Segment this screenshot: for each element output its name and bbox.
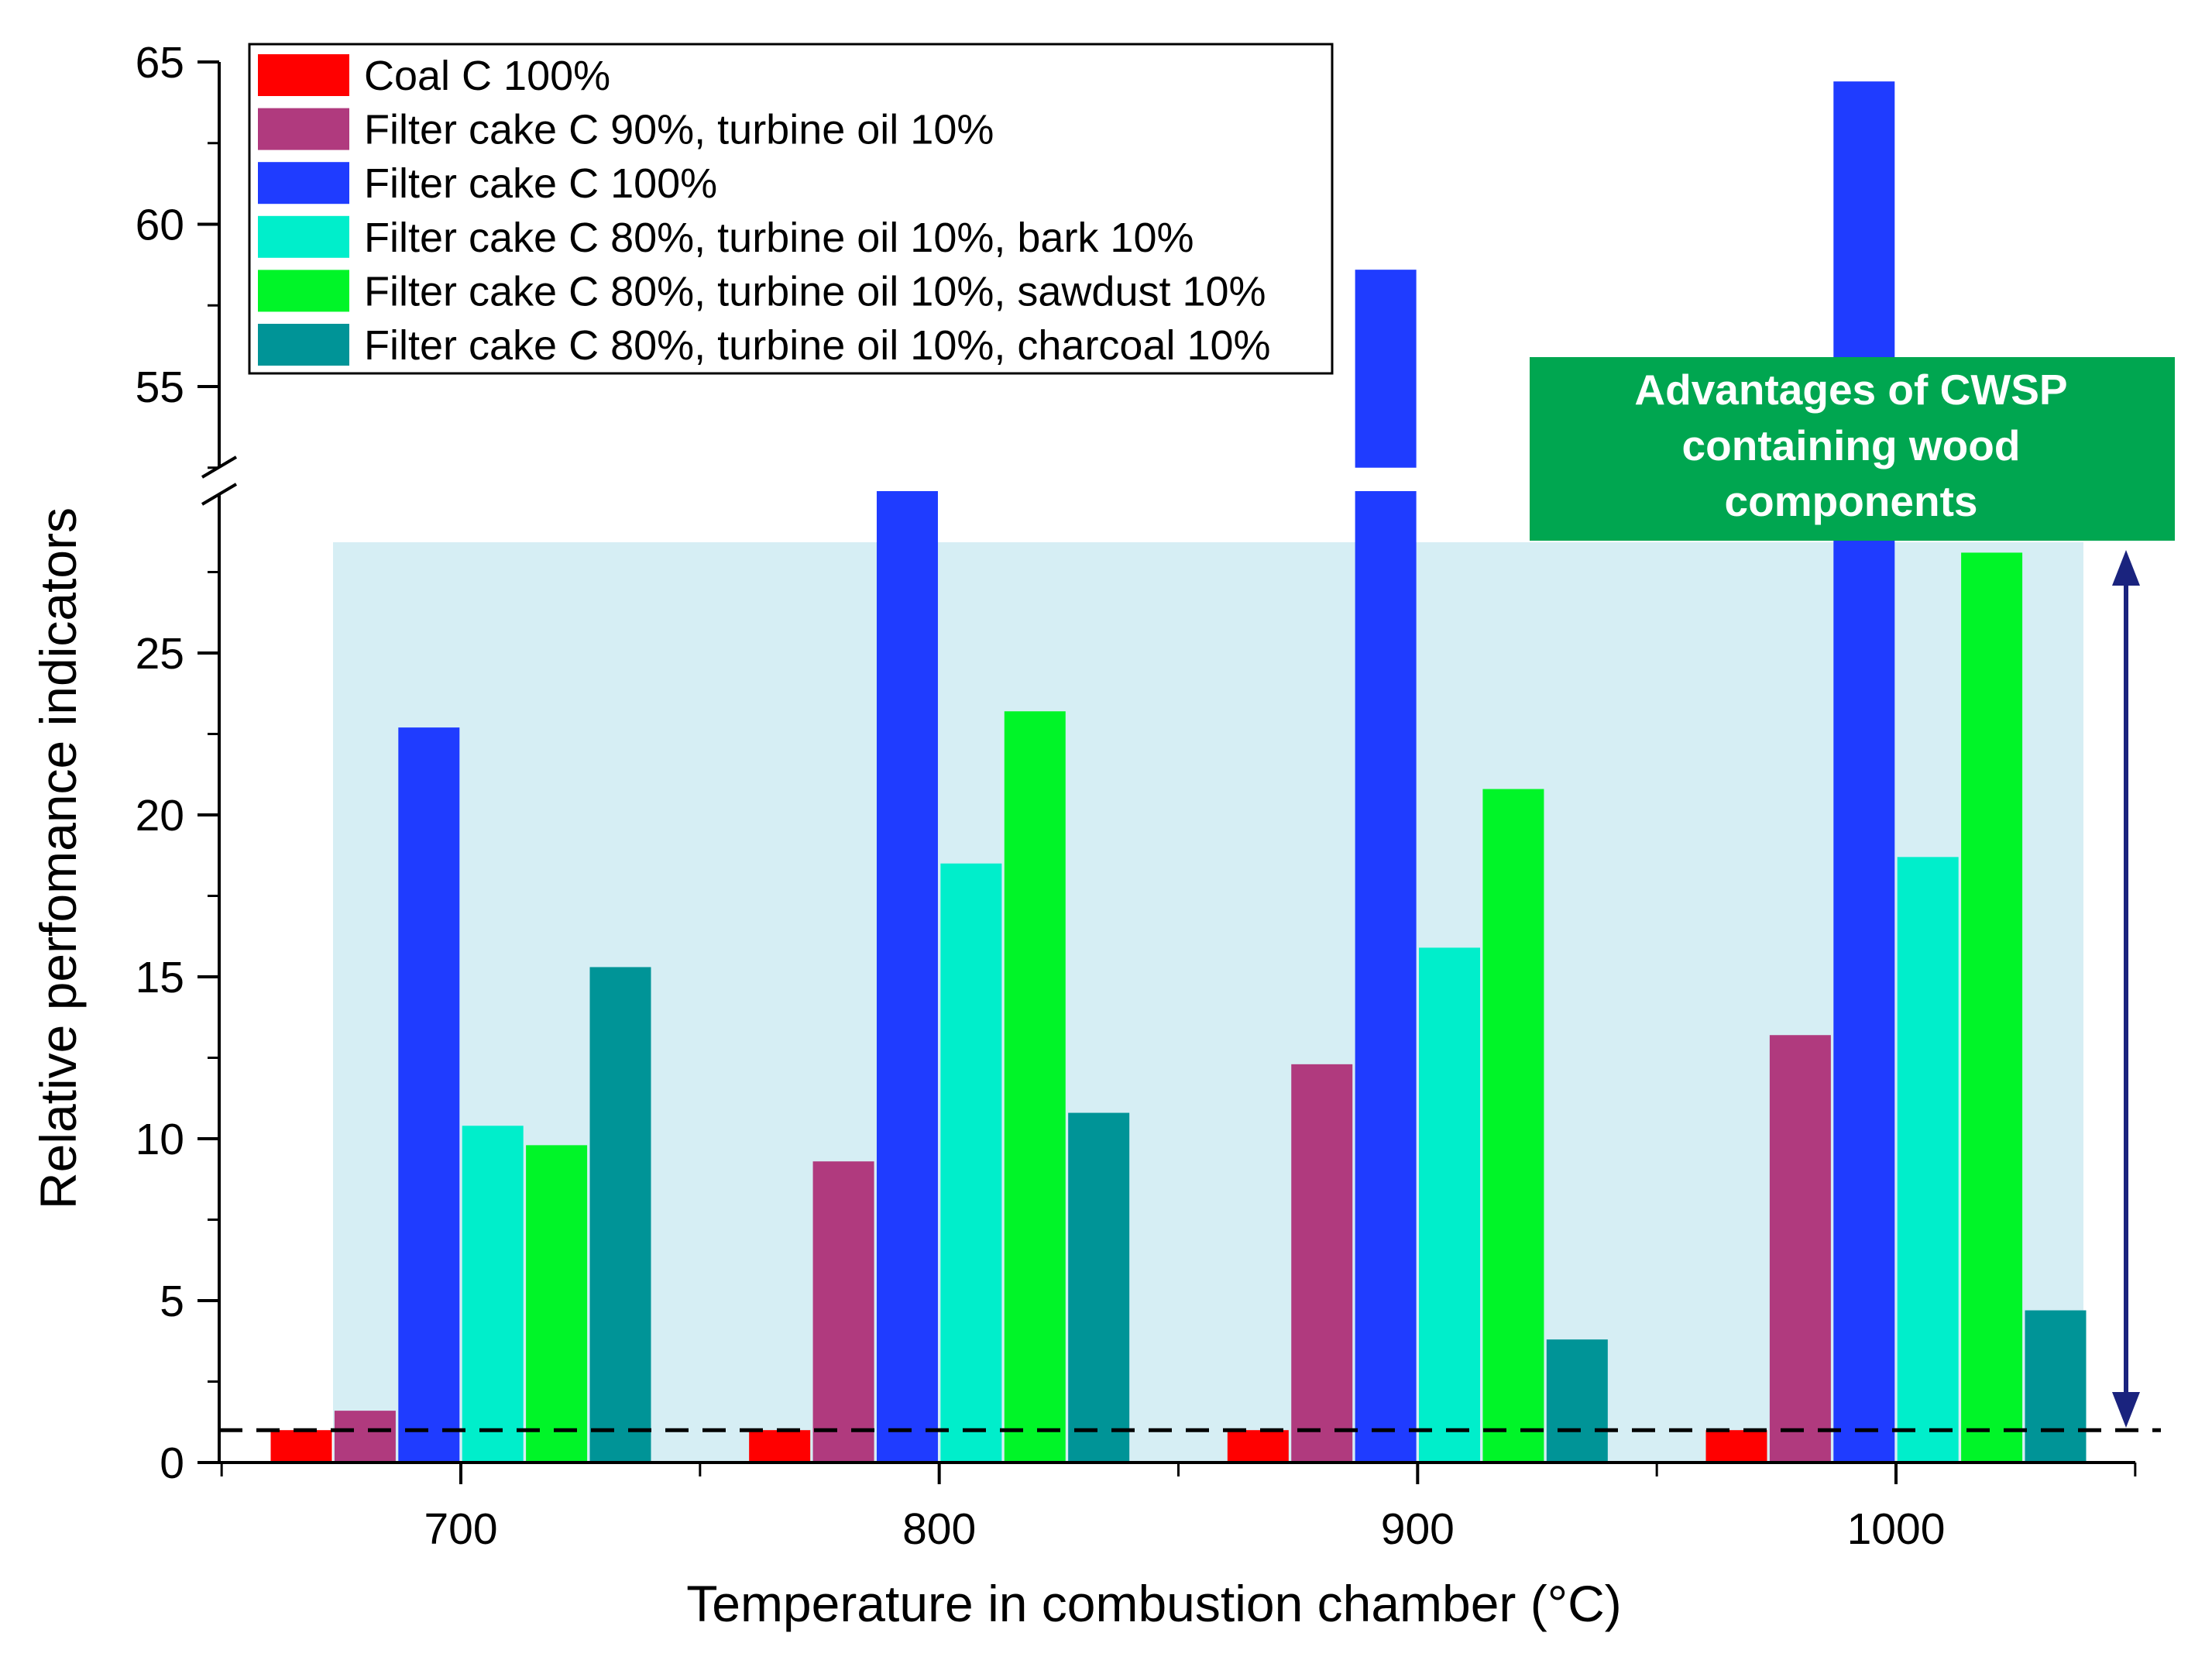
legend-swatch xyxy=(258,108,349,150)
bar-900-series-6 xyxy=(1546,1339,1608,1463)
callout-text-line: components xyxy=(1725,477,1978,525)
bar-900-series-1 xyxy=(1227,1430,1289,1463)
y-tick-label: 10 xyxy=(136,1115,184,1164)
callout-box xyxy=(1530,357,2175,541)
callout: Advantages of CWSP containing wood compone… xyxy=(1530,357,2175,1428)
legend-label: Filter cake C 90%, turbine oil 10% xyxy=(364,107,994,153)
legend-swatch xyxy=(258,324,349,366)
bar-1000-series-2 xyxy=(1769,1035,1831,1463)
y-tick-label: 60 xyxy=(136,201,184,250)
bar-800-series-2 xyxy=(812,1161,874,1463)
range-arrow-head-down xyxy=(2112,1392,2140,1428)
y-tick-label: 20 xyxy=(136,791,184,840)
callout-text-line: containing wood xyxy=(1682,421,2021,469)
bar-900-series-4 xyxy=(1419,947,1481,1463)
y-tick-label: 65 xyxy=(136,38,184,88)
legend-label: Filter cake C 80%, turbine oil 10%, bark… xyxy=(364,215,1194,261)
bar-700-series-4 xyxy=(462,1126,524,1463)
bar-800-series-5 xyxy=(1004,711,1066,1463)
bar-700-series-3 xyxy=(398,727,460,1463)
bar-1000-series-6 xyxy=(2025,1310,2087,1463)
bar-1000-series-5 xyxy=(1961,552,2023,1463)
x-tick-label: 1000 xyxy=(1847,1504,1946,1554)
bar-700-series-2 xyxy=(334,1411,396,1463)
legend-box xyxy=(248,43,1334,375)
bar-800-series-3 xyxy=(876,491,938,1463)
legend-swatch xyxy=(258,270,349,312)
legend-swatch xyxy=(258,54,349,96)
legend-swatch xyxy=(258,162,349,205)
legend: Coal C 100% Filter cake C 90%, turbine oi… xyxy=(248,43,1334,375)
bar-900-series-3-upper xyxy=(1355,270,1417,468)
legend-label: Filter cake C 100% xyxy=(364,160,717,207)
legend-swatch xyxy=(258,215,349,258)
y-tick-label: 15 xyxy=(136,953,184,1002)
x-tick-label: 700 xyxy=(424,1504,497,1554)
bar-900-series-2 xyxy=(1291,1064,1353,1463)
bar-700-series-5 xyxy=(526,1145,588,1463)
legend-label: Coal C 100% xyxy=(364,53,610,99)
x-tick-label: 800 xyxy=(902,1504,976,1554)
range-arrow-head-up xyxy=(2112,550,2140,586)
axes-layer: 0 5 10 15 20 25 55 60 65 700 800 900 1000 Temperature… xyxy=(29,38,2161,1632)
y-tick-label: 55 xyxy=(136,363,184,412)
bar-1000-series-1 xyxy=(1705,1430,1767,1463)
bar-900-series-5 xyxy=(1482,789,1544,1463)
axis-break-mark xyxy=(201,483,238,506)
bar-800-series-4 xyxy=(940,863,1002,1463)
bar-1000-series-3-lower xyxy=(1833,491,1895,1463)
y-axis-title: Relative perfomance indicators xyxy=(29,507,87,1209)
y-tick-label: 25 xyxy=(136,629,184,679)
legend-label: Filter cake C 80%, turbine oil 10%, sawd… xyxy=(364,268,1266,315)
bars-layer xyxy=(270,81,2087,1463)
bar-800-series-1 xyxy=(749,1430,811,1463)
x-tick-label: 900 xyxy=(1381,1504,1455,1554)
bar-800-series-6 xyxy=(1068,1112,1130,1463)
bar-700-series-6 xyxy=(589,967,651,1463)
y-tick-label: 5 xyxy=(160,1277,184,1326)
x-axis-title: Temperature in combustion chamber (°C) xyxy=(686,1575,1622,1632)
y-tick-label: 0 xyxy=(160,1439,184,1488)
callout-text-line: Advantages of CWSP xyxy=(1634,366,2067,414)
bar-1000-series-4 xyxy=(1897,857,1959,1463)
bar-700-series-1 xyxy=(270,1430,332,1463)
bar-900-series-3-lower xyxy=(1355,491,1417,1463)
legend-label: Filter cake C 80%, turbine oil 10%, char… xyxy=(364,322,1271,369)
